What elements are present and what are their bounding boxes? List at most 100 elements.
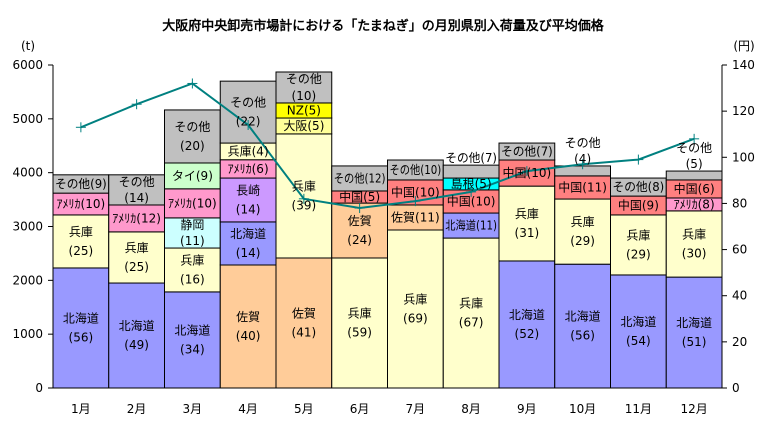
segment-label: ｱﾒﾘｶ(10)	[57, 197, 106, 211]
segment-label: 中国(11)	[558, 179, 607, 194]
y2-tick-label: 0	[732, 381, 740, 395]
price-point-marker	[354, 203, 365, 214]
price-line	[80, 82, 695, 210]
segment-label: その他	[565, 136, 601, 150]
y2-tick-label: 100	[732, 150, 755, 164]
bar-segment	[442, 212, 500, 239]
segment-label: 島根(5)	[451, 176, 492, 191]
segment-label: 中国(6)	[674, 181, 715, 196]
bar-segment	[108, 282, 165, 389]
segment-label: (69)	[403, 311, 428, 325]
segment-label: (29)	[626, 247, 651, 261]
x-tick-label: 12月	[680, 402, 707, 416]
bar-segment	[442, 237, 500, 389]
price-point-marker	[633, 154, 644, 165]
price-point-marker	[298, 193, 309, 204]
segment-label: (5)	[686, 157, 703, 171]
segment-label: 兵庫	[626, 228, 650, 242]
bar-segment	[52, 267, 110, 389]
segment-label: (31)	[515, 226, 540, 240]
bar-segment	[665, 170, 723, 181]
segment-label: その他	[676, 141, 712, 155]
x-tick-label: 4月	[238, 402, 258, 416]
bar-segment	[387, 229, 444, 389]
chart-title: 大阪府中央卸売市場計における「たまねぎ」の月別県別入荷量及び平均価格	[162, 18, 605, 34]
bar-segment	[52, 214, 110, 269]
segment-label: 北海道	[174, 322, 210, 337]
x-tick-label: 2月	[127, 402, 147, 416]
segment-label: その他	[286, 72, 322, 86]
segment-label: 兵庫	[682, 227, 706, 241]
segment-label: 兵庫	[348, 306, 372, 320]
price-point-marker	[131, 99, 142, 110]
bar-segment	[554, 198, 611, 265]
bar-segment	[275, 71, 333, 104]
y2-tick-label: 40	[732, 289, 747, 303]
bar-segment	[219, 264, 277, 389]
bar-segment	[554, 263, 611, 389]
segment-label: その他(8)	[613, 180, 665, 194]
segment-label: 兵庫	[292, 179, 316, 193]
segment-label: ｱﾒﾘｶ(12)	[112, 211, 161, 225]
bar-segment	[108, 231, 165, 284]
bar-segment	[498, 260, 556, 389]
price-point-marker	[75, 122, 86, 133]
bar-segment	[331, 257, 388, 389]
segment-label: (39)	[292, 198, 317, 212]
segment-label: その他(7)	[501, 145, 553, 159]
segment-label: その他(12)	[334, 171, 386, 185]
price-point-marker	[689, 133, 700, 144]
segment-label: その他(10)	[390, 163, 442, 177]
y-tick-label: 0	[35, 381, 43, 395]
segment-label: (56)	[69, 330, 94, 344]
bar-segment	[164, 109, 221, 164]
segment-label: (14)	[124, 191, 149, 205]
segment-label: 兵庫	[69, 225, 93, 239]
segment-label: (11)	[180, 234, 205, 248]
bar-segment	[610, 214, 667, 276]
bar-segment	[498, 142, 556, 161]
x-tick-label: 8月	[461, 402, 481, 416]
bar-segment	[665, 210, 723, 278]
price-point-marker	[521, 166, 532, 177]
segment-label: ｱﾒﾘｶ(10)	[168, 196, 217, 210]
segment-label: (10)	[292, 89, 317, 103]
y2-tick-label: 120	[732, 104, 755, 118]
segment-label: 北海道	[230, 226, 266, 241]
segment-label: (67)	[459, 316, 484, 330]
x-tick-label: 9月	[517, 402, 537, 416]
segment-label: 中国(10)	[447, 193, 496, 208]
segment-label: その他	[119, 175, 155, 189]
segment-label: 北海道	[565, 309, 601, 324]
bar-segment	[665, 276, 723, 389]
segment-label: (56)	[570, 329, 595, 343]
y-axis-label: (t)	[21, 39, 35, 53]
segment-label: 北海道(11)	[445, 218, 497, 233]
segment-label: 佐賀	[292, 306, 316, 320]
segment-label: その他	[230, 96, 266, 110]
segment-label: (52)	[515, 327, 540, 341]
segment-label: (59)	[347, 325, 372, 339]
segment-label: (22)	[236, 115, 261, 129]
segment-label: 中国(9)	[618, 198, 659, 213]
y2-tick-label: 60	[732, 243, 747, 257]
bar-segment	[219, 177, 277, 223]
y-tick-label: 5000	[12, 112, 43, 126]
segment-label: (16)	[180, 272, 205, 286]
segment-label: (25)	[69, 244, 94, 258]
bar-segment	[275, 257, 333, 389]
segment-label: その他	[174, 120, 210, 134]
price-point-marker	[243, 119, 254, 130]
segment-label: (25)	[124, 260, 149, 274]
segment-label: (24)	[347, 233, 372, 247]
x-tick-label: 3月	[183, 402, 203, 416]
segment-label: 兵庫	[403, 292, 427, 306]
segment-label: 佐賀(11)	[391, 210, 440, 224]
segment-label: 長崎	[236, 183, 260, 197]
segment-label: ｱﾒﾘｶ(8)	[674, 197, 715, 211]
x-tick-label: 7月	[406, 402, 426, 416]
bars-layer	[52, 71, 723, 389]
segment-label: (14)	[236, 246, 261, 260]
y2-tick-label: 140	[732, 58, 755, 72]
